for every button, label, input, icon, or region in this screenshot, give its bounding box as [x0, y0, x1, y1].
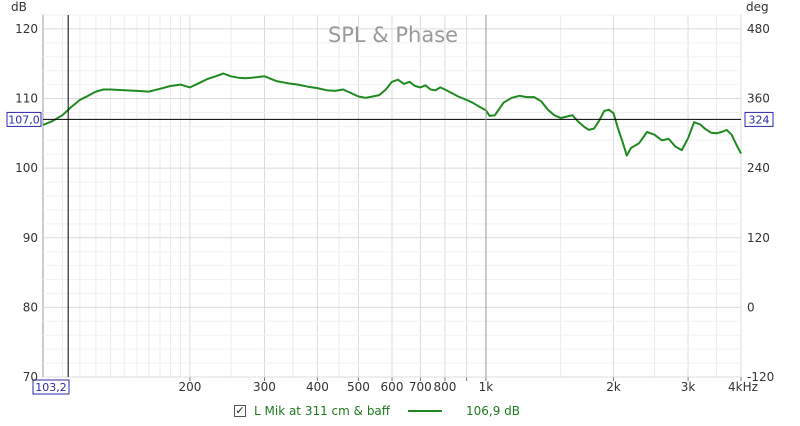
x-tick-label: 600: [381, 380, 404, 394]
axis-labels: 200 300 400 500 600 700 800 1k 2k 3k 4kHz 70 80 90 100…: [15, 22, 774, 394]
legend-series-name: L Mik at 311 cm & baffle sep: [254, 404, 390, 418]
y-left-tick-label: 120: [15, 22, 38, 36]
spl-series-line: [42, 72, 742, 157]
x-tick-label: 800: [433, 380, 456, 394]
chart-title: SPL & Phase: [328, 23, 458, 47]
x-tick-label: 200: [178, 380, 201, 394]
y-left-unit: dB: [11, 0, 27, 14]
cursor-layer: 107,0 324 103,2: [6, 15, 774, 395]
cursor-x-readout: 103,2: [35, 381, 67, 394]
y-right-tick-label: 120: [747, 231, 770, 245]
legend-line-swatch: [408, 410, 442, 412]
legend-readout-value: 106,9 dB: [466, 404, 521, 418]
x-tick-label: 3k: [681, 380, 696, 394]
y-left-tick-label: 100: [15, 161, 38, 175]
cursor-y-left-readout-box: [6, 111, 42, 127]
series-layer: [42, 72, 742, 157]
series-visibility-checkbox[interactable]: ✓: [234, 404, 246, 417]
y-right-tick-label: 240: [747, 161, 770, 175]
y-left-tick-label: 70: [23, 370, 38, 384]
grid: [43, 14, 742, 381]
x-tick-label: 400: [306, 380, 329, 394]
y-left-tick-label: 110: [15, 92, 38, 106]
x-tick-label: 700: [409, 380, 432, 394]
x-tick-label: 2k: [606, 380, 621, 394]
cursor-y-left-readout: 107,0: [8, 113, 40, 126]
x-tick-label: 500: [347, 380, 370, 394]
y-left-tick-label: 80: [23, 300, 38, 314]
x-tick-label: 4kHz: [728, 380, 758, 394]
y-right-tick-label: 0: [747, 300, 755, 314]
cursor-y-right-readout: 324: [749, 113, 770, 126]
y-right-tick-label: 360: [747, 92, 770, 106]
y-right-tick-label: 480: [747, 22, 770, 36]
x-tick-label: 300: [253, 380, 276, 394]
legend: ✓ L Mik at 311 cm & baffle sep 106,9 dB: [234, 402, 520, 420]
y-left-tick-label: 90: [23, 231, 38, 245]
x-tick-label: 1k: [479, 380, 494, 394]
y-right-tick-label: -120: [747, 370, 774, 384]
cursor-y-right-readout-box: [744, 111, 774, 127]
y-right-unit: deg: [746, 0, 769, 14]
cursor-x-readout-box: [32, 379, 70, 395]
